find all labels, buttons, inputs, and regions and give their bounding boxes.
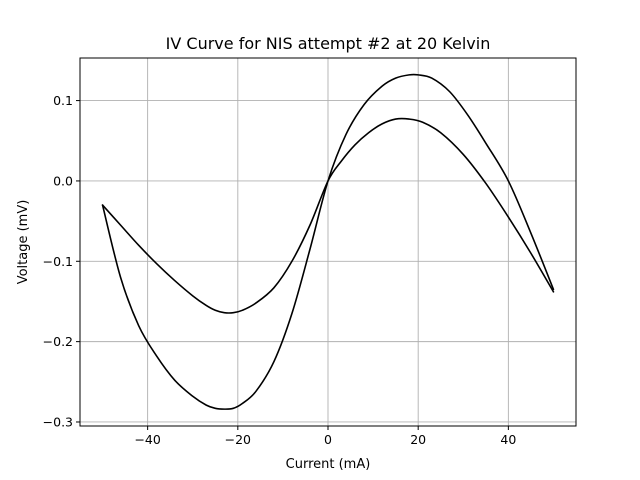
y-tick-label: −0.1 bbox=[43, 254, 73, 269]
y-tick-label: −0.3 bbox=[43, 414, 73, 429]
y-tick-label: −0.2 bbox=[43, 334, 73, 349]
grid bbox=[80, 58, 576, 426]
y-tick-label: 0.0 bbox=[53, 173, 73, 188]
x-tick-label: 20 bbox=[410, 432, 426, 447]
series-line-1 bbox=[101, 117, 555, 314]
x-axis: −40 −20 0 20 40 bbox=[134, 426, 516, 447]
x-tick-label: −40 bbox=[134, 432, 160, 447]
x-tick-label: 40 bbox=[500, 432, 516, 447]
x-axis-label: Current (mA) bbox=[286, 457, 371, 472]
chart-title: IV Curve for NIS attempt #2 at 20 Kelvin bbox=[166, 34, 491, 53]
x-tick-label: −20 bbox=[225, 432, 251, 447]
x-tick-label: 0 bbox=[324, 432, 332, 447]
series-layer bbox=[101, 73, 555, 410]
y-axis: −0.3 −0.2 −0.1 0.0 0.1 bbox=[43, 93, 80, 429]
series-line-2 bbox=[101, 73, 555, 410]
y-tick-label: 0.1 bbox=[53, 93, 73, 108]
y-axis-label: Voltage (mV) bbox=[16, 200, 31, 285]
